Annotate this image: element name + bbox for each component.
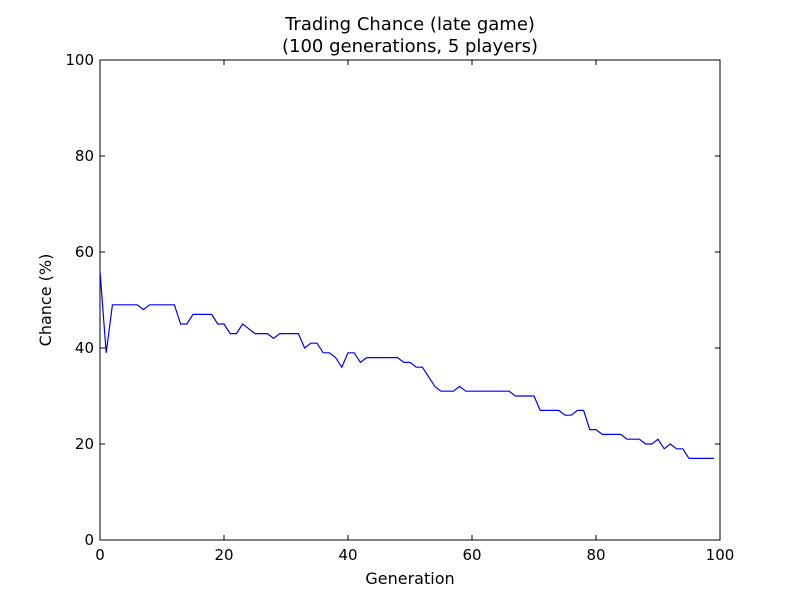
chart-subtitle: (100 generations, 5 players) (282, 36, 538, 57)
x-tick-label: 20 (214, 546, 233, 564)
axis-ticks (99, 59, 721, 541)
y-tick-label: 20 (75, 435, 94, 453)
y-tick-label: 100 (65, 51, 94, 69)
x-tick-label: 100 (706, 546, 735, 564)
series-line (99, 271, 714, 459)
y-tick-label: 0 (84, 531, 94, 549)
chart-title: Trading Chance (late game) (284, 14, 535, 35)
x-tick-label: 60 (462, 546, 481, 564)
x-tick-label: 0 (95, 546, 105, 564)
x-axis-label: Generation (365, 569, 454, 588)
x-tick-label: 80 (586, 546, 605, 564)
y-axis-label: Chance (%) (36, 254, 55, 347)
y-tick-label: 40 (75, 339, 94, 357)
x-tick-label: 40 (338, 546, 357, 564)
tick-labels: 0 20 40 60 80 100 0 20 40 60 80 100 (65, 51, 734, 564)
y-tick-label: 80 (75, 147, 94, 165)
plot-frame (99, 59, 721, 541)
y-tick-label: 60 (75, 243, 94, 261)
